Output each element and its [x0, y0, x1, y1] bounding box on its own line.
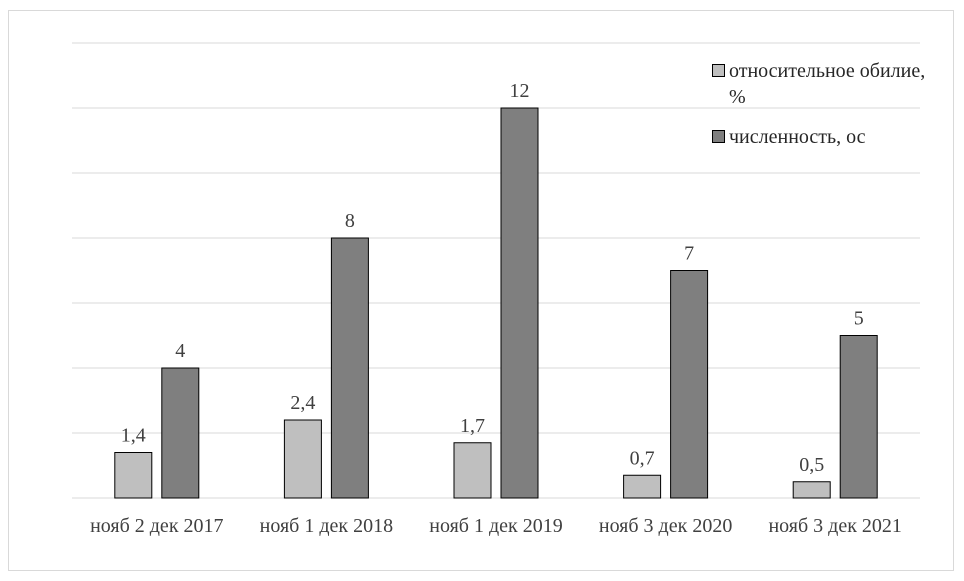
legend-swatch-relative-abundance — [712, 64, 725, 77]
data-label-count: 8 — [345, 210, 355, 232]
data-label-relative-abundance: 1,4 — [121, 425, 146, 447]
bar-count — [161, 367, 200, 499]
gridlines — [72, 42, 920, 499]
bar-relative-abundance — [114, 452, 153, 499]
bar-relative-abundance — [792, 481, 831, 499]
data-label-count: 5 — [854, 308, 864, 330]
x-tick-label: нояб 2 дек 2017 — [90, 515, 223, 537]
bar-relative-abundance — [623, 474, 662, 499]
legend-label-relative-abundance: относительное обилие, % — [729, 60, 926, 108]
data-label-relative-abundance: 0,5 — [799, 454, 824, 476]
legend-label-count: численность, ос — [729, 126, 866, 148]
value-labels: 1,4 4 2,4 8 1,7 12 0,7 7 0,5 5 — [121, 80, 864, 476]
x-tick-label: нояб 3 дек 2020 — [599, 515, 732, 537]
bar-count — [500, 107, 539, 499]
legend-item-relative-abundance: относительное обилие, % — [712, 58, 942, 110]
bars — [114, 107, 878, 499]
legend: относительное обилие, % численность, ос — [712, 58, 942, 164]
x-tick-label: нояб 3 дек 2021 — [768, 515, 901, 537]
data-label-relative-abundance: 1,7 — [460, 415, 485, 437]
bar-relative-abundance — [283, 419, 322, 499]
x-tick-label: нояб 1 дек 2018 — [260, 515, 393, 537]
legend-item-count: численность, ос — [712, 124, 942, 150]
bar-relative-abundance — [453, 442, 492, 499]
bar-count — [839, 335, 878, 499]
data-label-count: 4 — [175, 340, 185, 362]
legend-swatch-count — [712, 130, 725, 143]
bar-count — [330, 237, 369, 499]
x-axis-tick-labels: нояб 2 дек 2017 нояб 1 дек 2018 нояб 1 дек… — [90, 515, 902, 537]
bar-count — [670, 270, 709, 499]
x-tick-label: нояб 1 дек 2019 — [429, 515, 562, 537]
data-label-relative-abundance: 0,7 — [630, 447, 655, 469]
data-label-count: 12 — [510, 80, 530, 102]
data-label-relative-abundance: 2,4 — [290, 392, 315, 414]
data-label-count: 7 — [684, 243, 694, 265]
